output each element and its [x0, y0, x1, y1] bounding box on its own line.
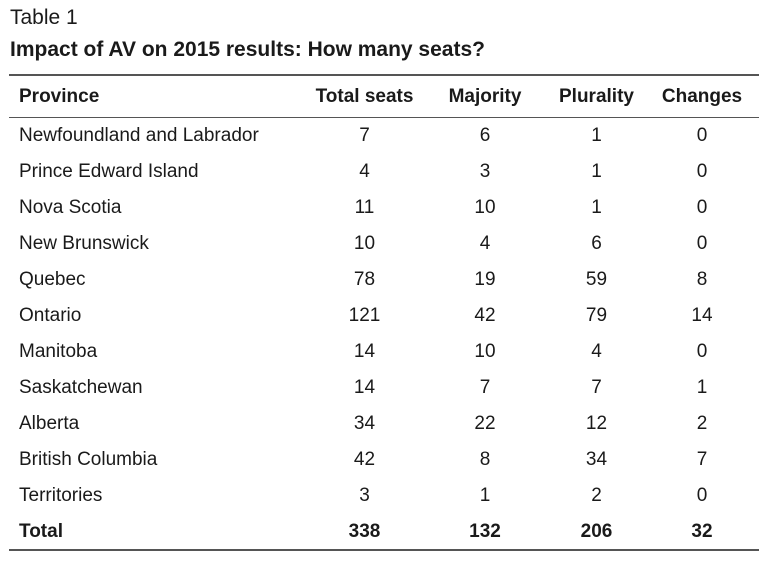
province-cell: New Brunswick — [19, 233, 149, 254]
plurality-cell: 12 — [585, 413, 608, 434]
table-row: British Columbia 42 8 34 7 — [9, 442, 759, 478]
changes-cell: 0 — [696, 233, 708, 254]
seats-table: Province Total seats Majority Plurality … — [9, 74, 759, 551]
changes-cell: 0 — [696, 161, 708, 182]
table-row: New Brunswick 10 4 6 0 — [9, 226, 759, 262]
table-title: Impact of AV on 2015 results: How many s… — [10, 38, 485, 61]
column-header-changes: Changes — [661, 85, 743, 107]
plurality-cell: 1 — [591, 125, 602, 146]
table-row: Nova Scotia 11 10 1 0 — [9, 190, 759, 226]
total-total-seats-cell: 338 — [348, 520, 381, 542]
total-seats-cell: 14 — [353, 377, 376, 398]
changes-cell: 0 — [696, 197, 708, 218]
column-header-majority: Majority — [448, 85, 522, 107]
majority-cell: 7 — [479, 377, 491, 398]
majority-cell: 8 — [479, 449, 491, 470]
changes-cell: 7 — [696, 449, 708, 470]
plurality-cell: 34 — [585, 449, 608, 470]
header-row: Province Total seats Majority Plurality … — [9, 75, 759, 118]
plurality-cell: 79 — [585, 305, 608, 326]
table-body: Newfoundland and Labrador 7 6 1 0 Prince Edwa… — [9, 118, 759, 550]
total-seats-cell: 3 — [359, 485, 370, 506]
changes-cell: 8 — [696, 269, 708, 290]
changes-cell: 14 — [691, 305, 713, 326]
majority-cell: 19 — [474, 269, 496, 290]
plurality-cell: 7 — [591, 377, 602, 398]
total-seats-cell: 4 — [359, 161, 370, 182]
province-cell: Manitoba — [19, 341, 98, 362]
table-row: Saskatchewan 14 7 7 1 — [9, 370, 759, 406]
total-seats-cell: 7 — [359, 125, 370, 146]
total-seats-cell: 10 — [353, 233, 376, 254]
table-figure: Table 1 Impact of AV on 2015 results: Ho… — [9, 4, 759, 551]
table-row: Territories 3 1 2 0 — [9, 478, 759, 514]
total-province-cell: Total — [19, 520, 63, 542]
majority-cell: 22 — [474, 413, 496, 434]
majority-cell: 4 — [479, 233, 491, 254]
province-cell: Prince Edward Island — [19, 161, 199, 182]
plurality-cell: 1 — [591, 161, 602, 182]
changes-cell: 2 — [696, 413, 708, 434]
plurality-cell: 1 — [591, 197, 602, 218]
changes-cell: 0 — [696, 125, 708, 146]
province-cell: Ontario — [19, 305, 82, 326]
majority-cell: 3 — [479, 161, 491, 182]
table-label: Table 1 — [10, 6, 78, 29]
majority-cell: 1 — [479, 485, 491, 506]
table-row: Ontario 121 42 79 14 — [9, 298, 759, 334]
province-cell: Saskatchewan — [19, 377, 143, 398]
province-cell: Territories — [19, 485, 103, 506]
total-changes-cell: 32 — [691, 520, 713, 542]
column-header-total-seats: Total seats — [315, 85, 414, 107]
plurality-cell: 6 — [591, 233, 602, 254]
column-header-province: Province — [19, 85, 100, 107]
majority-cell: 6 — [479, 125, 491, 146]
changes-cell: 0 — [696, 485, 708, 506]
table-row: Newfoundland and Labrador 7 6 1 0 — [9, 118, 759, 155]
province-cell: Newfoundland and Labrador — [19, 125, 259, 146]
province-cell: Alberta — [19, 413, 80, 434]
province-cell: Quebec — [19, 269, 86, 290]
table-row: Manitoba 14 10 4 0 — [9, 334, 759, 370]
province-cell: Nova Scotia — [19, 197, 122, 218]
total-seats-cell: 42 — [353, 449, 376, 470]
plurality-cell: 2 — [591, 485, 602, 506]
plurality-cell: 4 — [591, 341, 602, 362]
total-majority-cell: 132 — [469, 520, 501, 542]
total-seats-cell: 34 — [353, 413, 376, 434]
total-seats-cell: 121 — [348, 305, 381, 326]
changes-cell: 0 — [696, 341, 708, 362]
table-row: Prince Edward Island 4 3 1 0 — [9, 154, 759, 190]
majority-cell: 10 — [474, 197, 496, 218]
plurality-cell: 59 — [585, 269, 608, 290]
total-seats-cell: 11 — [354, 197, 375, 218]
column-header-plurality: Plurality — [559, 85, 634, 107]
total-seats-cell: 78 — [353, 269, 376, 290]
majority-cell: 10 — [474, 341, 496, 362]
total-plurality-cell: 206 — [580, 520, 613, 542]
total-row: Total 338 132 206 32 — [9, 514, 759, 550]
changes-cell: 1 — [696, 377, 708, 398]
table-row: Quebec 78 19 59 8 — [9, 262, 759, 298]
majority-cell: 42 — [474, 305, 496, 326]
province-cell: British Columbia — [19, 449, 158, 470]
table-row: Alberta 34 22 12 2 — [9, 406, 759, 442]
total-seats-cell: 14 — [353, 341, 376, 362]
